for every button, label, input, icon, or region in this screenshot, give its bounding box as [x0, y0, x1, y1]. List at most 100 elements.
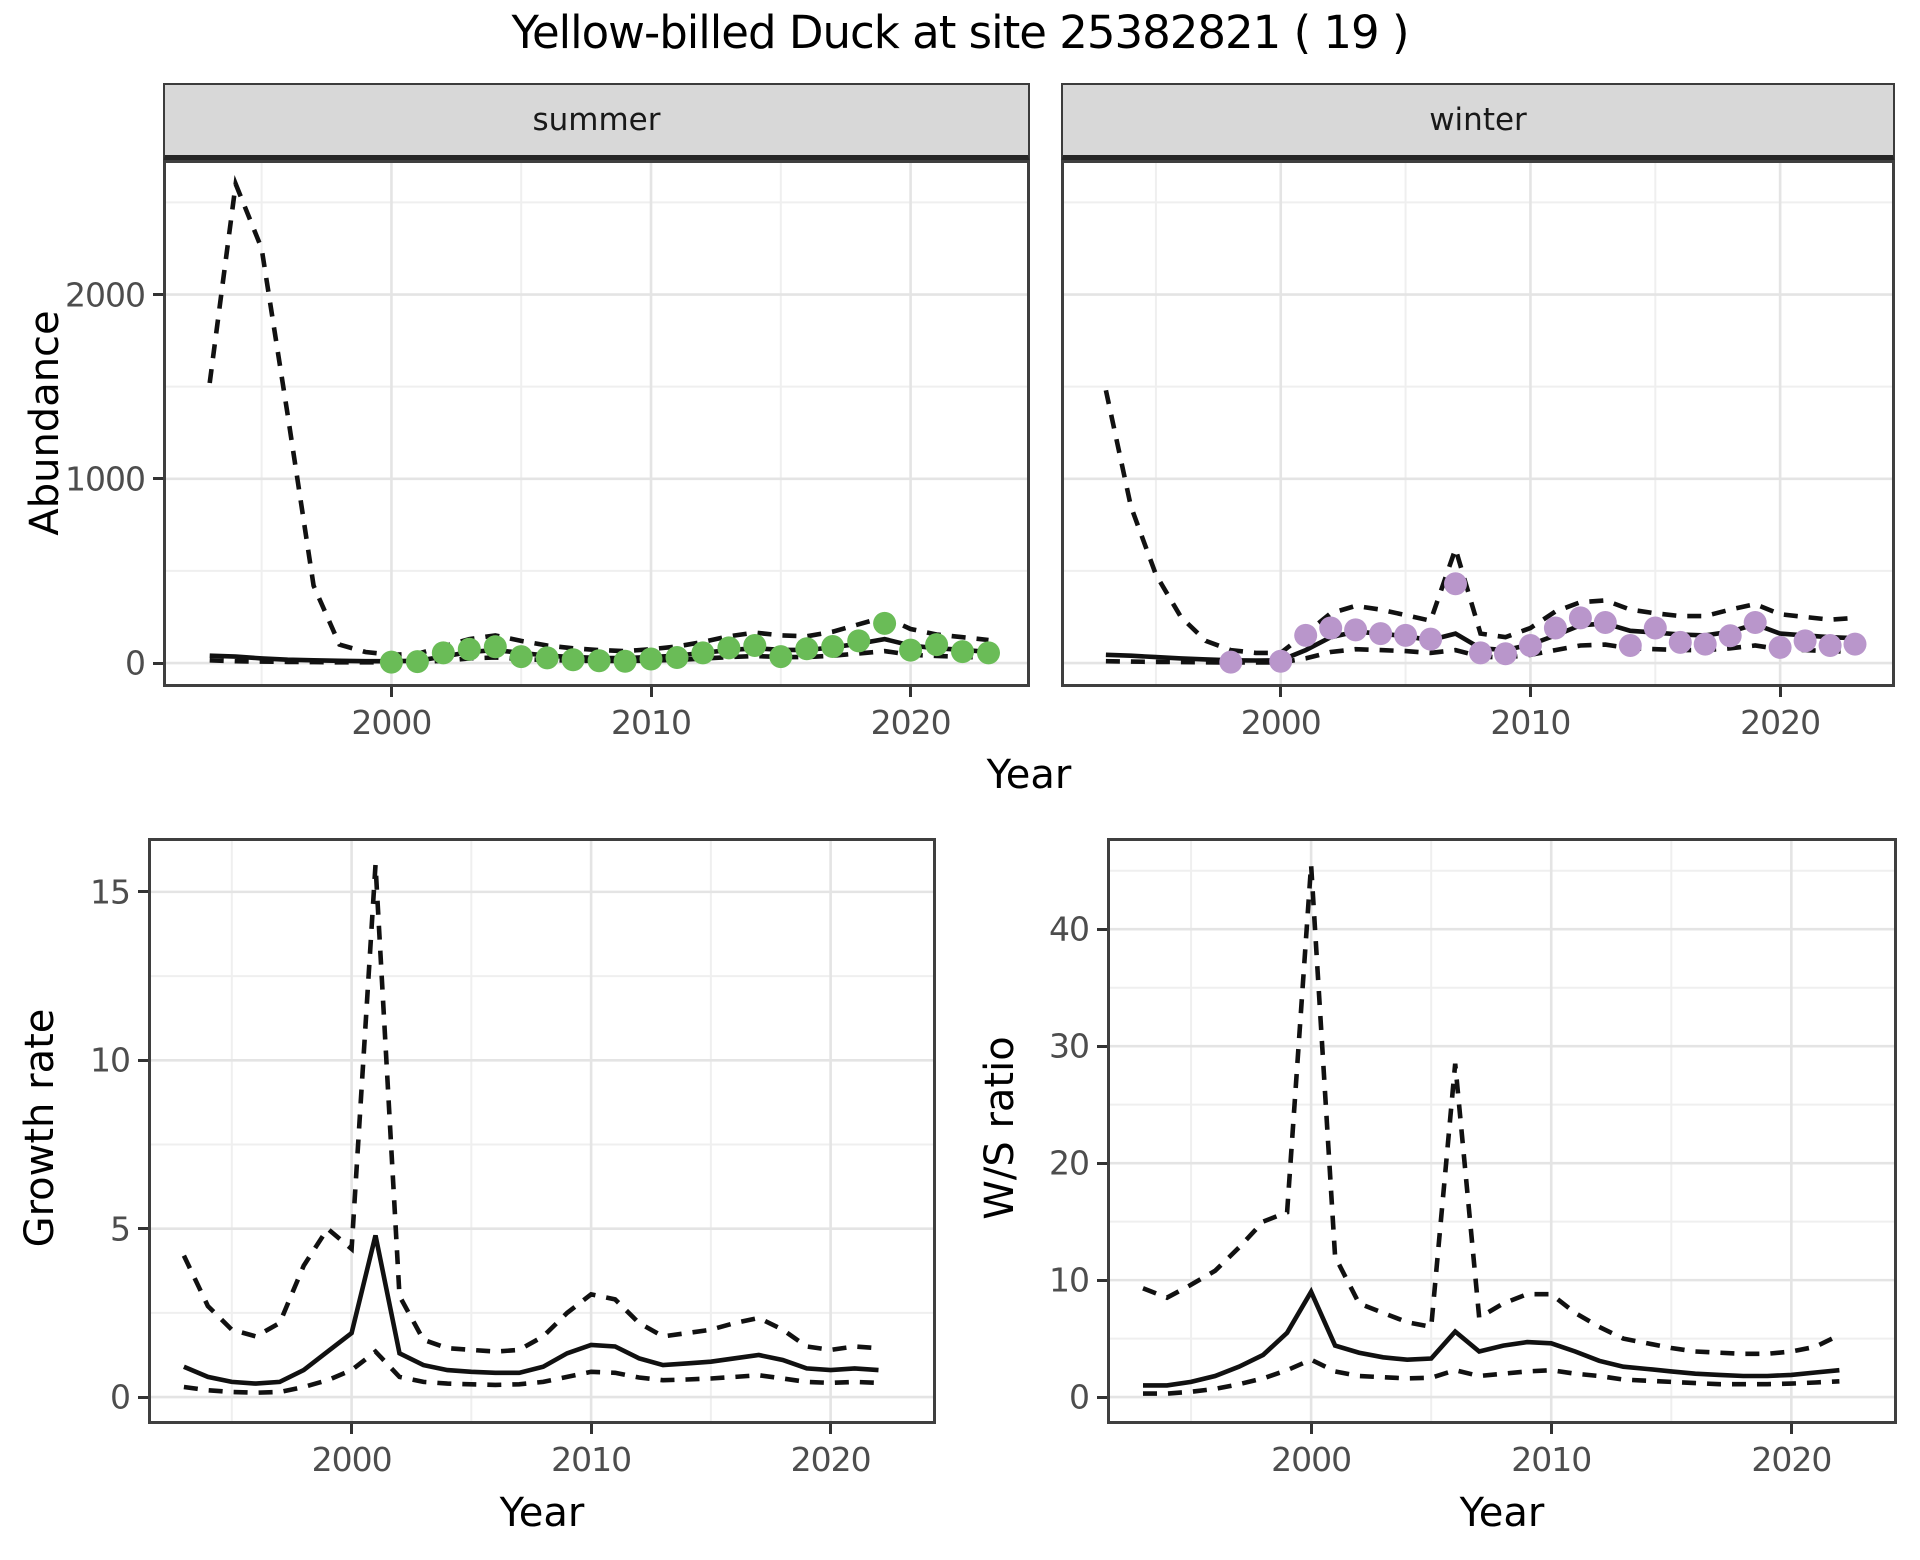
y-tick-mark	[138, 890, 148, 894]
y-tick-label: 40	[1049, 909, 1090, 949]
observed-counts-summer-point	[639, 647, 663, 671]
observed-counts-summer-point	[431, 641, 455, 665]
observed-counts-summer-point	[821, 635, 845, 658]
growth-rate-lower_ci-line	[183, 1348, 879, 1396]
x-tick-label: 2020	[790, 1440, 872, 1479]
x-axis-title-growth-year: Year	[499, 1490, 585, 1536]
y-tick-label: 0	[110, 1377, 131, 1417]
x-tick-mark	[829, 1424, 833, 1434]
observed-counts-winter-point	[1818, 634, 1842, 657]
observed-counts-winter-point	[1593, 611, 1617, 634]
x-tick-mark	[1279, 687, 1283, 697]
x-tick-label: 2000	[1240, 703, 1322, 742]
abundance-summer-panel	[163, 160, 1030, 687]
growth-rate-estimate-line	[183, 1234, 879, 1386]
y-tick-label: 5	[110, 1209, 131, 1249]
x-tick-label: 2000	[351, 703, 432, 742]
observed-counts-winter-point	[1618, 634, 1642, 657]
facet-strip-winter: winter	[1061, 83, 1895, 162]
observed-counts-summer-point	[665, 646, 689, 669]
observed-counts-summer-point	[717, 636, 741, 660]
x-tick-label: 2000	[311, 1440, 393, 1479]
growth-rate-panel	[148, 838, 936, 1424]
abundance-summer-upper_ci-line	[207, 174, 989, 658]
ws-ratio-panel	[1107, 838, 1897, 1424]
x-tick-label: 2020	[870, 703, 952, 742]
y-tick-mark	[153, 661, 163, 665]
y-tick-mark	[1097, 1044, 1107, 1048]
observed-counts-winter-point	[1718, 624, 1742, 648]
y-tick-mark	[1097, 1278, 1107, 1282]
y-tick-label: 0	[1069, 1377, 1090, 1417]
observed-counts-winter-point	[1269, 649, 1293, 673]
growth-rate-upper_ci-line	[181, 864, 879, 1354]
x-tick-mark	[589, 1424, 593, 1434]
observed-counts-winter-point	[1768, 635, 1792, 659]
observed-counts-summer-point	[483, 635, 507, 659]
observed-counts-winter-point	[1319, 616, 1343, 640]
abundance-winter-panel	[1061, 160, 1895, 687]
observed-counts-winter-point	[1518, 634, 1542, 657]
x-tick-mark	[1778, 687, 1782, 697]
observed-counts-winter-point	[1494, 642, 1517, 666]
x-tick-mark	[1549, 1424, 1553, 1434]
y-tick-label: 10	[1049, 1260, 1090, 1300]
y-tick-label: 15	[90, 872, 131, 912]
x-tick-label: 2010	[1511, 1440, 1592, 1479]
y-tick-label: 20	[1049, 1143, 1090, 1183]
abundance-winter-upper_ci-line	[1103, 389, 1856, 656]
observed-counts-winter-point	[1668, 630, 1692, 654]
ws-ratio-upper_ci-line	[1142, 864, 1841, 1357]
observed-counts-winter-point	[1394, 623, 1418, 647]
x-tick-label: 2000	[1271, 1440, 1352, 1479]
ws-ratio-estimate-line	[1143, 1286, 1840, 1388]
observed-counts-winter-point	[1344, 618, 1368, 642]
y-tick-label: 2000	[65, 275, 146, 314]
observed-counts-summer-point	[743, 634, 767, 657]
observed-counts-winter-point	[1793, 629, 1817, 653]
y-tick-mark	[1097, 927, 1107, 931]
observed-counts-summer-point	[951, 640, 974, 664]
x-tick-mark	[1789, 1424, 1793, 1434]
x-tick-mark	[350, 1424, 354, 1434]
y-tick-label: 0	[125, 643, 146, 683]
observed-counts-winter-point	[1419, 627, 1443, 651]
observed-counts-winter-point	[1843, 632, 1867, 656]
observed-counts-winter-point	[1219, 650, 1243, 674]
chart-title: Yellow-billed Duck at site 25382821 ( 19…	[511, 6, 1409, 59]
x-axis-title-top-year: Year	[986, 752, 1072, 798]
y-tick-mark	[138, 1227, 148, 1231]
observed-counts-winter-point	[1294, 623, 1318, 647]
observed-counts-summer-point	[977, 641, 1000, 665]
x-tick-label: 2010	[1490, 703, 1571, 742]
x-tick-label: 2020	[1740, 703, 1821, 742]
observed-counts-summer-point	[509, 645, 533, 669]
x-tick-mark	[1309, 1424, 1313, 1434]
x-tick-mark	[909, 687, 913, 697]
y-tick-label: 10	[90, 1040, 131, 1080]
observed-counts-winter-point	[1693, 632, 1717, 656]
observed-counts-summer-point	[561, 648, 585, 672]
observed-counts-summer-point	[873, 611, 897, 635]
observed-counts-winter-point	[1568, 606, 1592, 630]
observed-counts-winter-point	[1369, 622, 1393, 646]
x-axis-title-ws-year: Year	[1459, 1490, 1545, 1536]
observed-counts-summer-point	[847, 629, 871, 653]
facet-strip-winter-label: winter	[1429, 102, 1527, 138]
x-tick-label: 2010	[551, 1440, 632, 1479]
y-tick-mark	[153, 477, 163, 481]
facet-strip-summer: summer	[163, 83, 1030, 162]
observed-counts-winter-point	[1643, 616, 1667, 640]
y-tick-mark	[138, 1058, 148, 1062]
observed-counts-summer-point	[769, 645, 793, 669]
facet-strip-summer-label: summer	[532, 102, 661, 138]
observed-counts-winter-point	[1469, 641, 1492, 665]
y-tick-label: 1000	[65, 459, 146, 499]
y-tick-mark	[138, 1395, 148, 1399]
observed-counts-summer-point	[691, 641, 715, 665]
observed-counts-summer-point	[925, 633, 949, 657]
x-tick-label: 2010	[611, 703, 692, 742]
y-tick-mark	[153, 293, 163, 296]
observed-counts-summer-point	[587, 649, 611, 673]
x-tick-mark	[649, 687, 653, 697]
